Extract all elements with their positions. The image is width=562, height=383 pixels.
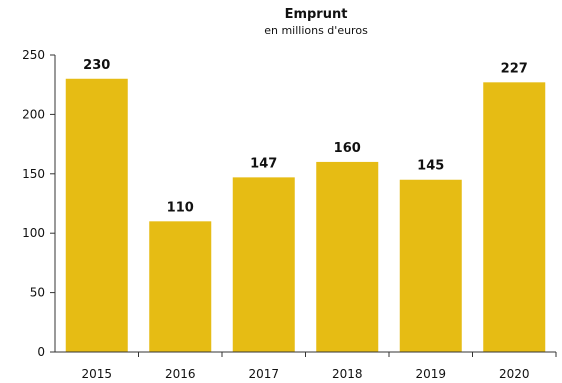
y-axis: 0 50 100 150 200 250: [22, 48, 55, 359]
bar-2018: [316, 161, 379, 352]
data-label: 230: [83, 58, 110, 73]
x-tick-label: 2020: [499, 367, 530, 381]
x-tick-label: 2019: [415, 367, 446, 381]
data-label: 145: [417, 159, 444, 174]
bar-2015: [65, 78, 128, 352]
bars-group: 230 110 147 160 145 227: [65, 58, 546, 352]
chart-title: Emprunt: [285, 7, 348, 22]
y-tick-label: 50: [30, 286, 45, 300]
x-axis: 2015 2016 2017 2018 2019 2020: [81, 352, 557, 381]
bar-2020: [483, 82, 546, 352]
x-tick-label: 2015: [81, 367, 112, 381]
bar-2019: [399, 179, 462, 352]
chart-subtitle: en millions d'euros: [264, 24, 368, 37]
y-tick-label: 250: [22, 48, 45, 62]
data-label: 147: [250, 156, 277, 171]
data-label: 160: [334, 141, 361, 156]
bar-2017: [232, 177, 295, 352]
x-tick-label: 2018: [332, 367, 363, 381]
y-tick-label: 0: [37, 345, 45, 359]
y-tick-label: 200: [22, 107, 45, 121]
x-tick-label: 2017: [248, 367, 279, 381]
x-tick-label: 2016: [165, 367, 196, 381]
y-tick-label: 150: [22, 167, 45, 181]
y-tick-label: 100: [22, 226, 45, 240]
data-label: 110: [167, 200, 194, 215]
data-label: 227: [501, 61, 528, 76]
bar-2016: [149, 221, 212, 352]
